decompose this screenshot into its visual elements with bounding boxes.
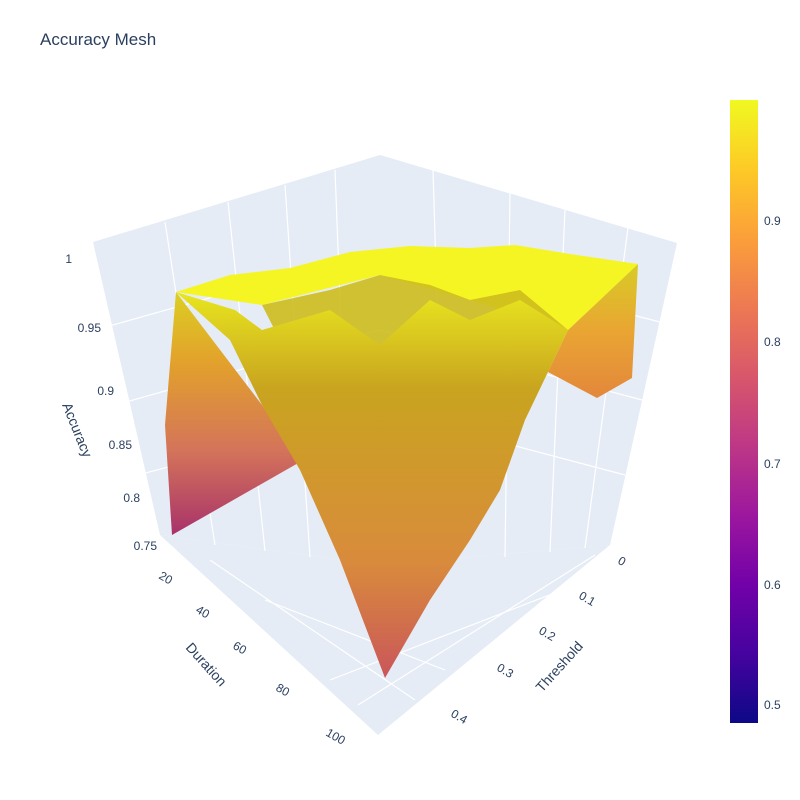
z-axis-ticks: 1 0.95 0.9 0.85 0.8 0.75 xyxy=(65,252,157,553)
z-tick-label: 1 xyxy=(65,252,72,266)
x-tick-label: 0.1 xyxy=(577,588,599,609)
x-tick-label: 0.2 xyxy=(537,623,559,644)
y-tick-label: 80 xyxy=(274,680,293,699)
x-tick-label: 0.4 xyxy=(449,706,471,727)
z-tick-label: 0.75 xyxy=(134,539,158,553)
z-tick-label: 0.8 xyxy=(123,491,140,505)
surface-left-wall xyxy=(165,292,300,535)
x-tick-label: 0 xyxy=(616,553,629,569)
z-tick-label: 0.9 xyxy=(97,384,114,398)
y-tick-label: 100 xyxy=(324,725,349,747)
surface-right-wall xyxy=(548,264,638,398)
z-tick-label: 0.95 xyxy=(78,321,102,335)
y-tick-label: 60 xyxy=(231,638,250,657)
z-tick-label: 0.85 xyxy=(109,438,133,452)
colorbar: 0.9 0.8 0.7 0.6 0.5 xyxy=(730,100,781,723)
x-tick-label: 0.3 xyxy=(495,660,517,681)
y-tick-label: 20 xyxy=(157,568,176,587)
y-tick-label: 40 xyxy=(194,602,213,621)
colorbar-tick-label: 0.5 xyxy=(764,698,781,712)
chart-title: Accuracy Mesh xyxy=(40,30,157,49)
colorbar-tick-label: 0.9 xyxy=(764,214,781,228)
surface-mesh[interactable] xyxy=(165,245,638,678)
z-axis-title: Accuracy xyxy=(59,400,95,459)
colorbar-tick-label: 0.6 xyxy=(764,578,781,592)
surface-front-face xyxy=(176,292,568,678)
colorbar-tick-label: 0.8 xyxy=(764,335,781,349)
colorbar-bar xyxy=(730,100,758,723)
y-axis-title: Duration xyxy=(183,639,230,689)
x-axis-title: Threshold xyxy=(532,638,586,695)
colorbar-tick-label: 0.7 xyxy=(764,457,781,471)
